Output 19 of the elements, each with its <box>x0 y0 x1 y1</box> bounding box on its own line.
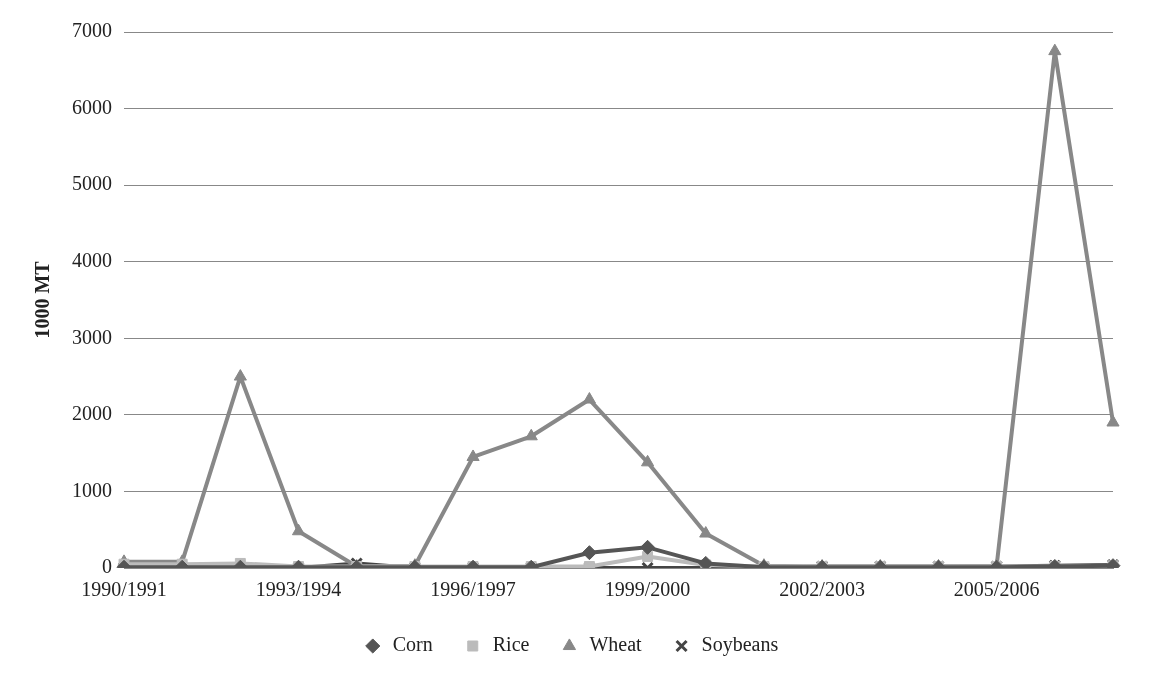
x-tick-label: 1996/1997 <box>430 578 516 601</box>
y-tick-label: 6000 <box>72 95 112 118</box>
y-tick-label: 1000 <box>72 478 112 501</box>
legend-label: Soybeans <box>701 633 779 657</box>
y-tick-label: 3000 <box>72 325 112 348</box>
x-tick-label: 1990/1991 <box>81 578 167 601</box>
y-tick-label: 2000 <box>72 402 112 425</box>
y-tick-label: 0 <box>102 555 112 578</box>
legend-label: Rice <box>492 633 530 656</box>
y-tick-label: 4000 <box>72 248 112 271</box>
y-axis-title: 1000 MT <box>31 260 54 339</box>
x-tick-label: 2002/2003 <box>779 578 865 601</box>
legend-label: Wheat <box>589 633 643 656</box>
y-tick-label: 5000 <box>72 172 112 195</box>
y-tick-label: 7000 <box>72 19 112 42</box>
x-tick-label: 1993/1994 <box>255 578 342 601</box>
x-tick-label: 2005/2006 <box>953 578 1040 601</box>
legend-label: Corn <box>392 633 433 656</box>
x-tick-label: 1999/2000 <box>604 578 691 601</box>
